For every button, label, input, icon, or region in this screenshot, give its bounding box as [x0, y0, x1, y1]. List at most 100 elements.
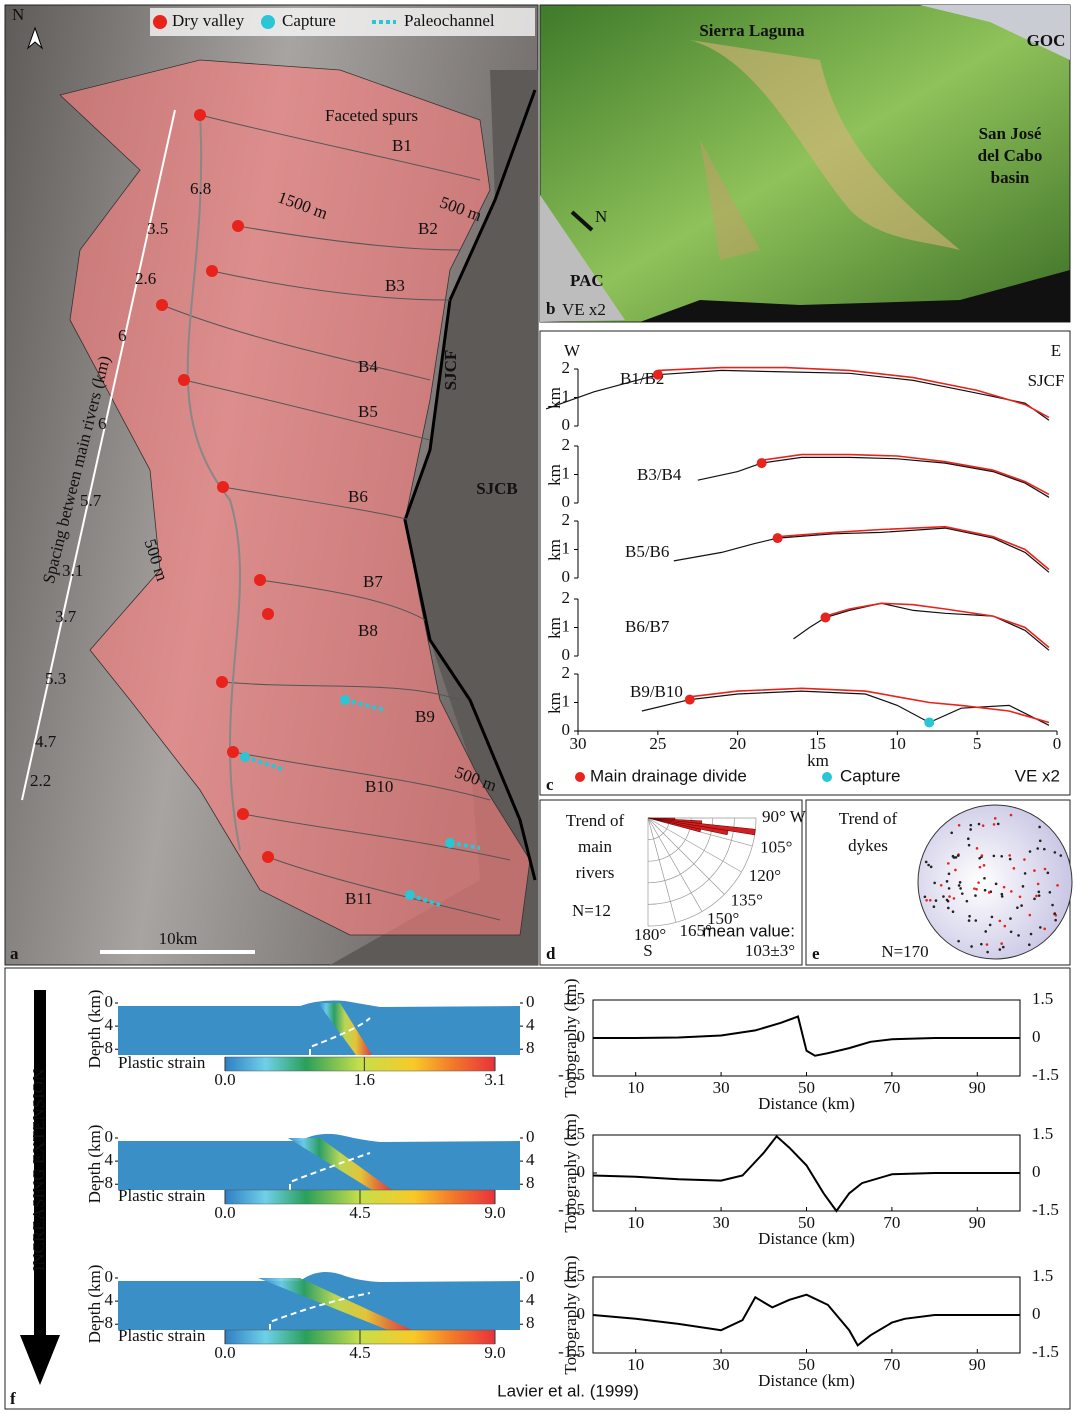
- y-tick-label: 0: [577, 1162, 586, 1181]
- north-label: N: [595, 207, 607, 226]
- basin-label: B11: [345, 889, 373, 908]
- annotation: VE x2: [562, 300, 606, 319]
- panel-title: rivers: [576, 863, 615, 882]
- model-domain: [118, 1000, 520, 1055]
- envelope-line: [657, 366, 1050, 419]
- angle-label: 180°: [634, 925, 666, 944]
- depth-tick-label: 0: [105, 1267, 114, 1286]
- profile-label: B6/B7: [625, 617, 670, 636]
- pole-point: [986, 950, 989, 954]
- axis-title: Topography (km): [561, 978, 580, 1097]
- pole-point: [1037, 890, 1041, 894]
- pole-point: [970, 945, 973, 948]
- place-label: Sierra Laguna: [699, 21, 805, 40]
- y-tick-label: -1.5: [558, 1342, 585, 1361]
- panel-title: dykes: [848, 836, 888, 855]
- pole-point: [1000, 895, 1004, 898]
- envelope-line: [825, 602, 1050, 649]
- place-label: GOC: [1027, 31, 1066, 50]
- annotation: mean value:: [702, 921, 795, 940]
- direction-label: E: [1051, 341, 1061, 360]
- colorbar-tick-label: 0.0: [214, 1343, 235, 1362]
- pole-point: [951, 910, 955, 913]
- spacing-value: 2.6: [135, 269, 156, 288]
- pole-point: [992, 823, 996, 826]
- pole-point: [958, 881, 962, 884]
- pole-point: [1036, 882, 1040, 886]
- angle-label: 120°: [749, 866, 781, 885]
- y-tick-label: 2: [562, 588, 571, 607]
- pole-point: [948, 895, 951, 898]
- y-tick-label: 0: [562, 645, 571, 664]
- pole-point: [998, 919, 1002, 923]
- pole-point: [980, 942, 983, 946]
- pole-point: [982, 864, 986, 867]
- axis-title: km: [545, 539, 564, 561]
- panel-a: [4, 4, 539, 966]
- colorbar-tick-label: 3.1: [484, 1070, 505, 1089]
- spacing-axis: [21, 109, 176, 801]
- axis-title: Depth (km): [85, 990, 104, 1069]
- y-tick-label: 1: [562, 386, 571, 405]
- y2-tick-label: 0: [1032, 1304, 1041, 1323]
- dry-valley: [206, 265, 218, 277]
- pole-point: [932, 905, 936, 909]
- colorbar-tick-label: 0.0: [214, 1070, 235, 1089]
- x-tick-label: 30: [713, 1078, 730, 1097]
- pole-point: [1038, 825, 1041, 829]
- spacing-value: 6.8: [190, 179, 211, 198]
- north-label: N: [12, 5, 24, 24]
- dry-valley: [217, 481, 229, 493]
- fault-trace: [403, 89, 537, 881]
- profile-line: [673, 527, 1050, 573]
- y-tick-label: 2: [562, 358, 571, 377]
- depth-tick-label: 8: [526, 1313, 535, 1332]
- x-tick-label: 10: [627, 1078, 644, 1097]
- x-tick-label: 70: [883, 1213, 900, 1232]
- y-tick-label: 1: [562, 463, 571, 482]
- pole-point: [947, 872, 951, 876]
- pole-point: [929, 865, 933, 869]
- panel-d: [539, 799, 803, 966]
- y-tick-label: 1: [562, 691, 571, 710]
- pole-point: [1036, 847, 1040, 850]
- panel-title: Trend of: [839, 809, 898, 828]
- dry-valley: [262, 851, 274, 863]
- pole-point: [1033, 869, 1036, 872]
- pole-point: [990, 915, 994, 919]
- place-label: PAC: [570, 271, 604, 290]
- pole-point: [1048, 890, 1052, 894]
- pole-point: [1017, 934, 1020, 937]
- place-label: basin: [991, 168, 1030, 187]
- north-arrow: [26, 26, 44, 50]
- detachment: [269, 1292, 371, 1330]
- spacing-value: 5.3: [45, 669, 66, 688]
- y-tick-label: 0: [562, 415, 571, 434]
- pole-point: [984, 930, 988, 933]
- panel-title: main: [578, 837, 612, 856]
- basin-label: B2: [418, 219, 438, 238]
- pole-point: [1009, 813, 1013, 817]
- x-tick-label: 50: [798, 1213, 815, 1232]
- colorbar-tick-label: 4.5: [349, 1343, 370, 1362]
- panel-c: [539, 330, 1071, 796]
- axis-title: Depth (km): [85, 1265, 104, 1344]
- depth-tick-label: 4: [105, 1290, 114, 1309]
- north-arrow: [570, 210, 594, 232]
- pole-point: [1000, 892, 1004, 896]
- topography-line: [592, 1134, 1020, 1213]
- pole-point: [947, 906, 950, 910]
- pole-point: [983, 876, 986, 880]
- capture: [240, 752, 250, 762]
- pole-point: [978, 856, 981, 860]
- basin-label: B7: [363, 572, 383, 591]
- pole-point: [977, 881, 980, 884]
- pole-point: [994, 882, 998, 886]
- pole-point: [1028, 850, 1032, 853]
- pole-point: [1010, 890, 1013, 893]
- axis-title: km: [545, 464, 564, 486]
- y-tick-label: 0: [577, 1027, 586, 1046]
- place-label: San José: [979, 124, 1042, 143]
- pole-point: [942, 895, 945, 898]
- dry-valley: [254, 574, 266, 586]
